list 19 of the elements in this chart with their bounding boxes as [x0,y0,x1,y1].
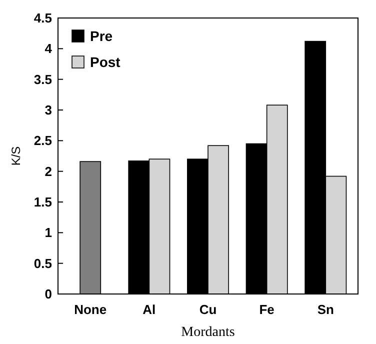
y-axis-title: K/S [9,146,23,166]
x-tick-label: Cu [199,302,217,317]
legend-label: Pre [90,28,113,44]
y-tick-label: 0.5 [34,256,52,271]
x-axis-title: Mordants [181,325,235,340]
y-tick-label: 3.5 [34,72,52,87]
y-tick-label: 3 [44,102,52,118]
y-tick-label: 4.5 [34,10,52,26]
y-tick-label: 1 [44,225,52,240]
y-tick-label: 0 [44,286,52,302]
x-tick-label: Al [142,302,156,317]
x-tick-label: Fe [259,302,274,317]
x-tick-label: None [74,302,107,317]
x-tick-label: Sn [317,302,334,317]
y-tick-label: 2.5 [34,133,52,148]
y-tick-label: 4 [44,41,53,56]
legend-label: Post [90,54,121,70]
y-tick-label: 2 [44,164,52,179]
y-tick-label: 1.5 [34,194,52,210]
